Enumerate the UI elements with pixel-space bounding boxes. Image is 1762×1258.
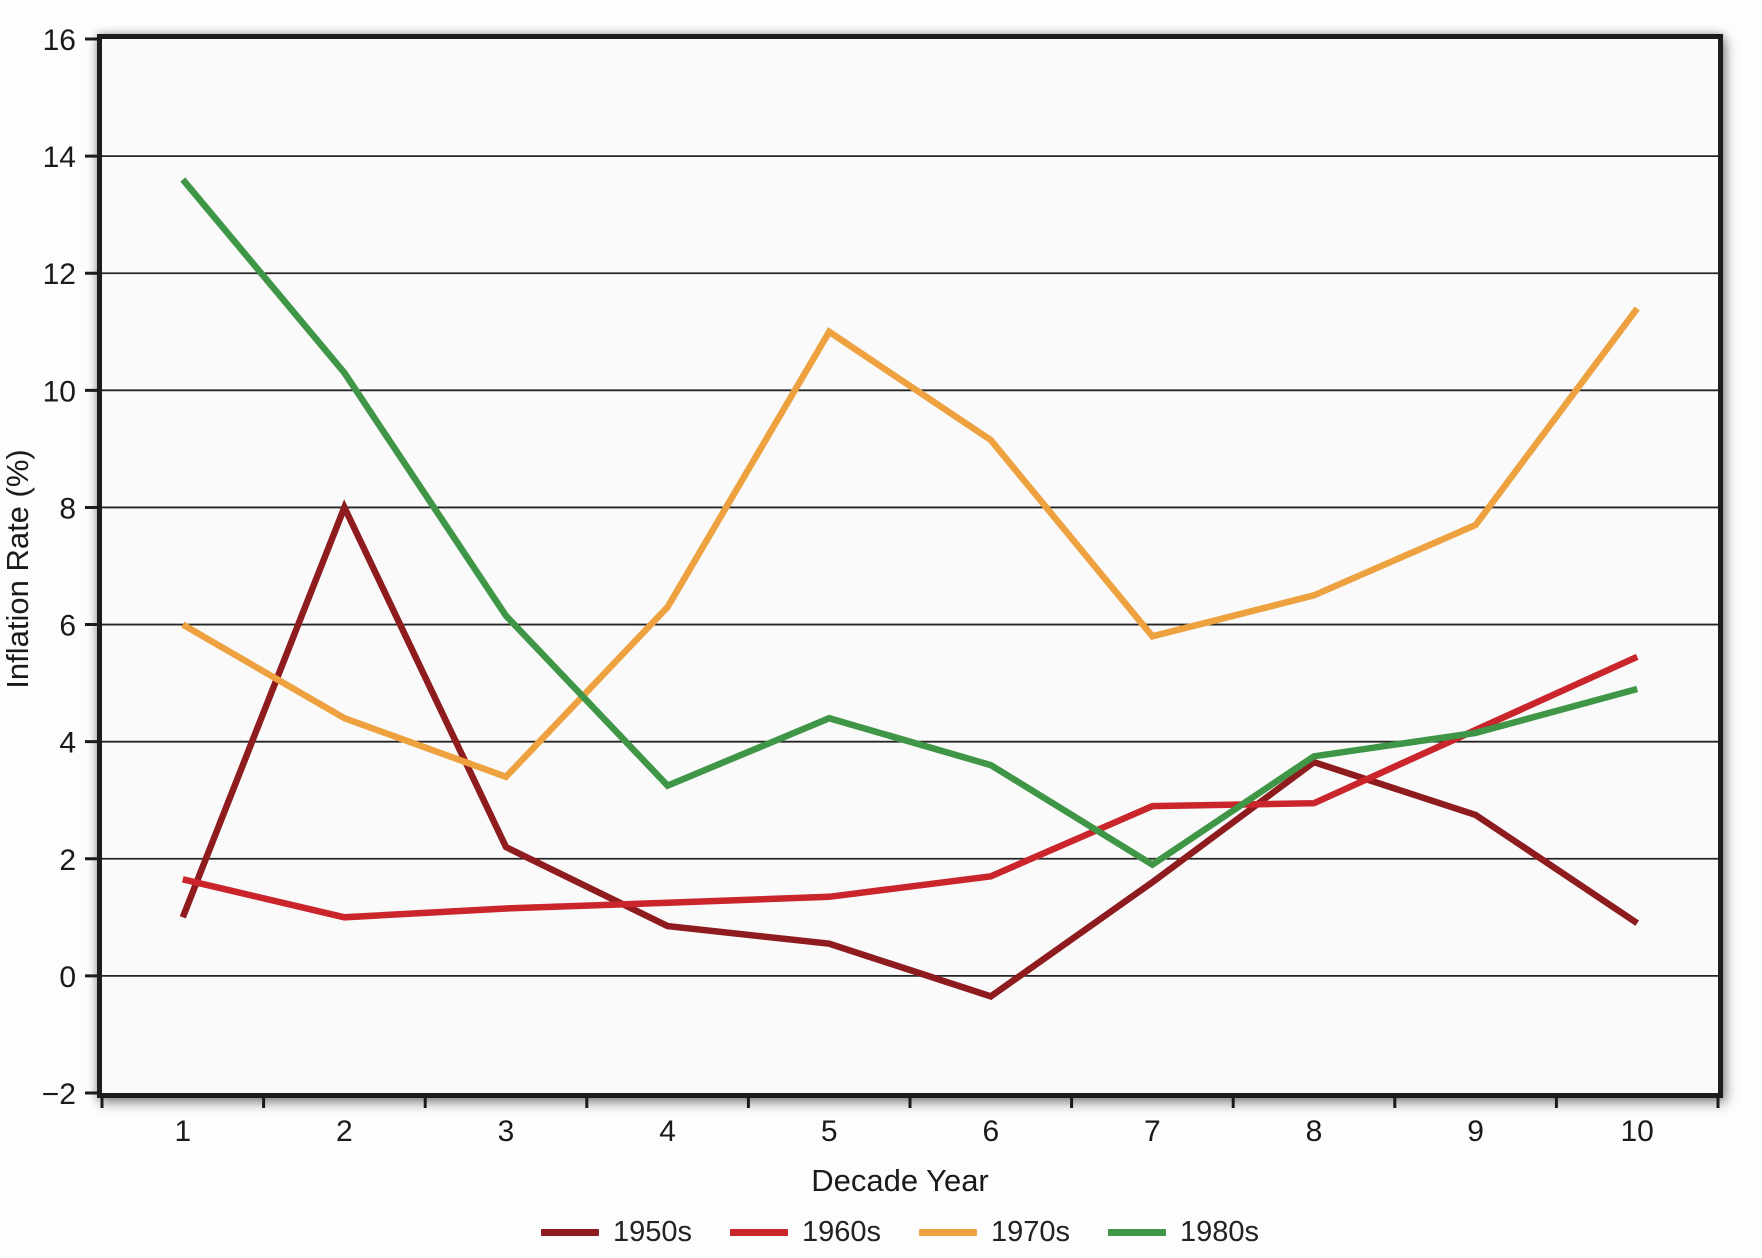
y-tick-label--2: −2 — [42, 1078, 76, 1111]
x-tick-label-1: 1 — [174, 1115, 191, 1148]
x-axis-title: Decade Year — [811, 1163, 989, 1198]
y-tick-label-14: 14 — [43, 141, 76, 174]
legend-item-1950s: 1950s — [540, 1216, 692, 1249]
series-line-1960s — [182, 653, 1639, 921]
legend-swatch-1950s — [540, 1229, 599, 1236]
legend: 1950s 1960s 1970s 1980s — [0, 1216, 1762, 1249]
x-tick-label-10: 10 — [1621, 1115, 1654, 1148]
legend-swatch-1960s — [729, 1229, 788, 1236]
legend-label-1960s: 1960s — [801, 1216, 881, 1248]
y-tick-label-4: 4 — [59, 727, 76, 760]
y-tick-label-0: 0 — [59, 961, 76, 994]
x-tick-label-4: 4 — [659, 1115, 676, 1148]
y-tick-label-12: 12 — [43, 258, 76, 291]
plot-area — [97, 34, 1723, 1098]
y-tick-label-2: 2 — [59, 844, 76, 877]
x-tick-label-3: 3 — [498, 1115, 515, 1148]
x-tick-label-7: 7 — [1144, 1115, 1161, 1148]
legend-item-1980s: 1980s — [1108, 1216, 1259, 1249]
x-tick-label-2: 2 — [336, 1115, 353, 1148]
y-tick-label-16: 16 — [43, 24, 76, 57]
x-tick-label-5: 5 — [821, 1115, 838, 1148]
x-tick-label-8: 8 — [1306, 1115, 1323, 1148]
y-axis-title: Inflation Rate (%) — [0, 449, 35, 689]
legend-label-1970s: 1970s — [991, 1216, 1071, 1248]
legend-label-1980s: 1980s — [1180, 1216, 1260, 1248]
x-tick-label-9: 9 — [1467, 1115, 1484, 1148]
y-tick-label-8: 8 — [59, 492, 76, 525]
y-tick-label-10: 10 — [43, 375, 76, 408]
legend-item-1960s: 1960s — [729, 1216, 881, 1249]
legend-swatch-1970s — [919, 1229, 977, 1236]
legend-swatch-1980s — [1108, 1229, 1167, 1236]
plot-canvas — [102, 155, 1718, 1000]
series-line-1970s — [181, 306, 1640, 781]
legend-item-1970s: 1970s — [919, 1216, 1070, 1249]
legend-label-1950s: 1950s — [612, 1216, 692, 1248]
series-line-1980s — [180, 177, 1639, 869]
x-tick-label-6: 6 — [982, 1115, 999, 1148]
y-tick-label-6: 6 — [59, 610, 76, 643]
series-line-1950s — [179, 499, 1640, 1000]
